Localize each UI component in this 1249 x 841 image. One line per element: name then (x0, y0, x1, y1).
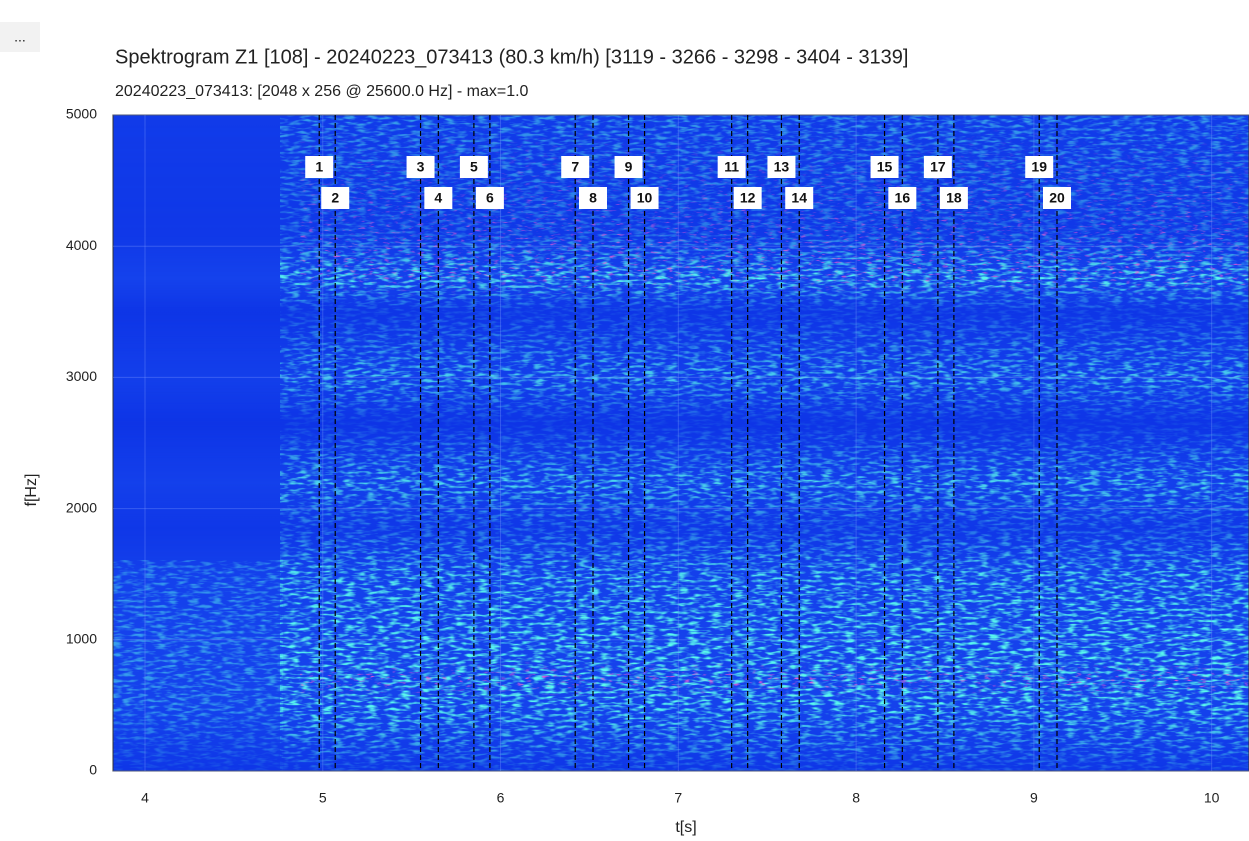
marker-box (321, 187, 350, 209)
marker-label: 9 (625, 159, 633, 175)
marker-box (579, 187, 607, 209)
y-tick-label: 4000 (66, 237, 97, 253)
marker-box (424, 187, 453, 209)
marker-box (305, 156, 334, 178)
marker-box (406, 156, 435, 178)
x-tick-label: 6 (497, 790, 505, 806)
x-tick-label: 4 (141, 790, 149, 806)
marker-label: 8 (589, 190, 597, 206)
marker-label: 20 (1049, 190, 1065, 206)
chart-subtitle: 20240223_073413: [2048 x 256 @ 25600.0 H… (115, 83, 529, 100)
x-tick-label: 9 (1030, 790, 1038, 806)
marker-label: 19 (1031, 159, 1047, 175)
marker-label: 2 (331, 190, 339, 206)
plot-frame (112, 114, 1249, 772)
marker-box (888, 187, 917, 209)
menu-button[interactable] (0, 22, 40, 52)
marker-label: 16 (895, 190, 911, 206)
marker-box (459, 156, 488, 178)
marker-box (1043, 187, 1071, 209)
marker-box (717, 156, 746, 178)
marker-label: 3 (417, 159, 425, 175)
marker-label: 4 (434, 190, 442, 206)
marker-label: 1 (315, 159, 323, 175)
x-tick-label: 5 (319, 790, 327, 806)
chart-title: Spektrogram Z1 [108] - 20240223_073413 (… (115, 46, 909, 68)
marker-box (923, 156, 952, 178)
marker-box (870, 156, 899, 178)
marker-box (475, 187, 504, 209)
x-axis-label: t[s] (675, 819, 696, 836)
x-tick-label: 7 (674, 790, 682, 806)
marker-label: 14 (791, 190, 807, 206)
marker-box (785, 187, 814, 209)
marker-label: 7 (571, 159, 579, 175)
y-tick-label: 1000 (66, 631, 97, 647)
marker-label: 15 (877, 159, 893, 175)
marker-label: 6 (486, 190, 494, 206)
marker-box (630, 187, 659, 209)
marker-label: 13 (774, 159, 790, 175)
marker-label: 11 (724, 159, 739, 175)
marker-label: 5 (470, 159, 478, 175)
marker-box (614, 156, 643, 178)
marker-box (561, 156, 590, 178)
marker-label: 18 (946, 190, 962, 206)
spectrogram-image (113, 115, 1249, 771)
y-axis-label: f[Hz] (23, 474, 40, 507)
y-tick-label: 3000 (66, 368, 97, 384)
marker-label: 17 (930, 159, 946, 175)
y-tick-label: 2000 (66, 499, 97, 515)
marker-box (767, 156, 796, 178)
menu-button-label[interactable]: ... (14, 29, 26, 45)
marker-box (733, 187, 762, 209)
x-tick-label: 10 (1204, 790, 1220, 806)
x-tick-label: 8 (852, 790, 860, 806)
marker-label: 12 (740, 190, 756, 206)
marker-label: 10 (637, 190, 653, 206)
marker-box (1025, 156, 1054, 178)
marker-box (939, 187, 968, 209)
y-tick-label: 5000 (66, 106, 97, 122)
y-tick-label: 0 (89, 762, 97, 778)
